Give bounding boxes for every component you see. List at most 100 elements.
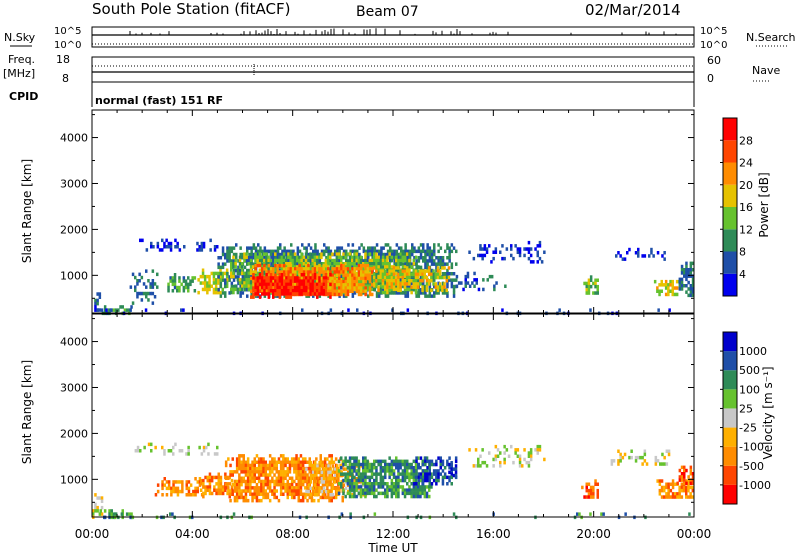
velocity-cell <box>417 494 420 499</box>
velocity-cell <box>428 494 431 499</box>
power-cell <box>283 294 286 298</box>
power-cell <box>379 281 383 285</box>
power-cell <box>221 278 225 282</box>
power-cell <box>250 276 253 281</box>
power-cell <box>466 274 470 279</box>
power-cell <box>219 284 223 289</box>
power-cell <box>367 249 370 254</box>
velocity-cell <box>264 479 267 484</box>
power-cell <box>276 282 279 287</box>
velocity-cell <box>284 460 287 464</box>
velocity-cell <box>477 457 480 462</box>
power-cell <box>414 285 418 289</box>
velocity-cell <box>428 462 431 467</box>
power-cell <box>263 294 267 298</box>
velocity-cell <box>328 482 331 487</box>
power-cell <box>425 288 429 293</box>
power-cell <box>241 268 244 272</box>
velocity-cell <box>397 478 400 483</box>
power-cell <box>344 283 348 287</box>
power-cell <box>296 292 299 296</box>
power-cell <box>691 268 695 272</box>
velocity-cell <box>687 482 690 486</box>
power-cell <box>678 277 682 282</box>
power-cell <box>178 279 181 283</box>
power-cell <box>404 291 407 295</box>
power-cell <box>333 279 337 284</box>
power-cell <box>294 283 297 287</box>
power-cell <box>501 244 504 248</box>
velocity-cell <box>415 469 418 473</box>
velocity-cell <box>663 495 666 499</box>
power-cell <box>492 250 495 254</box>
power-cell <box>362 270 365 274</box>
power-cell <box>228 252 231 257</box>
velocity-cell <box>246 476 250 480</box>
velocity-cell <box>319 457 322 461</box>
velocity-cell <box>242 454 245 458</box>
velocity-cell <box>299 486 303 490</box>
power-cell <box>260 255 264 260</box>
velocity-cell <box>120 512 124 516</box>
velocity-cell <box>262 473 265 477</box>
power-cell <box>289 262 292 266</box>
power-cell <box>342 249 346 254</box>
velocity-cell <box>204 475 207 480</box>
velocity-cell <box>96 509 99 513</box>
velocity-cell <box>94 493 97 497</box>
power-cell <box>375 262 378 266</box>
power-cell <box>375 281 378 285</box>
power-cell <box>304 258 308 263</box>
velocity-cell <box>317 476 320 480</box>
velocity-cell <box>680 475 684 479</box>
power-cell <box>228 259 231 263</box>
power-cell <box>300 267 304 271</box>
velocity-cell <box>331 483 335 487</box>
power-cell <box>327 286 330 290</box>
power-cell <box>323 249 326 254</box>
velocity-cell <box>314 470 317 475</box>
power-cell <box>403 255 407 260</box>
power-cell <box>276 289 279 293</box>
velocity-cell <box>353 466 356 470</box>
velocity-cell <box>428 482 431 486</box>
velocity-cell <box>279 454 283 458</box>
velocity-cell <box>408 491 411 496</box>
power-cell <box>364 258 367 263</box>
power-cell <box>258 279 262 283</box>
velocity-cell <box>412 478 416 483</box>
power-cell <box>272 256 275 260</box>
power-cell <box>404 294 407 298</box>
power-cell <box>394 275 398 280</box>
power-cell <box>494 250 498 254</box>
velocity-cell <box>202 445 206 450</box>
power-cell <box>309 252 312 256</box>
velocity-cell <box>377 472 380 476</box>
velocity-cell <box>208 472 212 476</box>
power-cell <box>656 251 660 255</box>
velocity-cell <box>325 470 328 475</box>
power-cell <box>256 255 259 260</box>
power-cell <box>269 267 273 271</box>
power-cell <box>413 249 416 254</box>
power-cell <box>683 271 686 275</box>
power-cell <box>335 279 339 284</box>
power-cell <box>446 268 449 273</box>
power-cell <box>161 238 164 243</box>
velocity-cell <box>658 488 662 493</box>
power-cell <box>366 263 370 268</box>
power-cell <box>400 249 403 254</box>
power-cell <box>382 288 385 292</box>
power-cell <box>370 287 374 292</box>
power-cell <box>249 262 253 266</box>
power-cell <box>669 289 672 293</box>
power-cell <box>263 256 267 260</box>
velocity-cell <box>346 459 350 464</box>
power-cell <box>278 270 282 274</box>
power-cell <box>313 285 317 290</box>
power-cell <box>245 252 248 256</box>
velocity-cell <box>246 457 250 461</box>
power-cell <box>355 255 358 260</box>
velocity-y-tick-label: 4000 <box>60 336 88 349</box>
